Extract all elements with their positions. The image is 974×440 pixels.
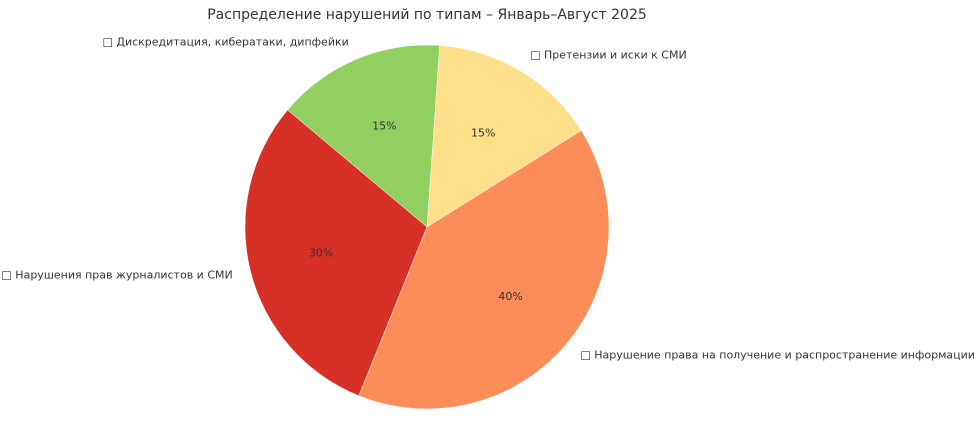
- pie-slice: [426, 45, 582, 228]
- value-label: 30%: [309, 246, 333, 259]
- slice-label: □ Претензии и иски к СМИ: [530, 48, 687, 61]
- pie-slice: [244, 109, 428, 397]
- value-label: 15%: [471, 126, 495, 139]
- value-label: 40%: [498, 290, 522, 303]
- slice-label: □ Нарушение права на получение и распрос…: [580, 349, 974, 362]
- slice-label: □ Дискредитация, кибератаки, дипфейки: [102, 36, 348, 49]
- chart-title: Распределение нарушений по типам – Январ…: [207, 7, 647, 23]
- slice-label: □ Нарушения прав журналистов и СМИ: [1, 268, 232, 281]
- pie-slice: [287, 44, 440, 228]
- value-label: 15%: [372, 119, 396, 132]
- pie-slice: [358, 130, 610, 410]
